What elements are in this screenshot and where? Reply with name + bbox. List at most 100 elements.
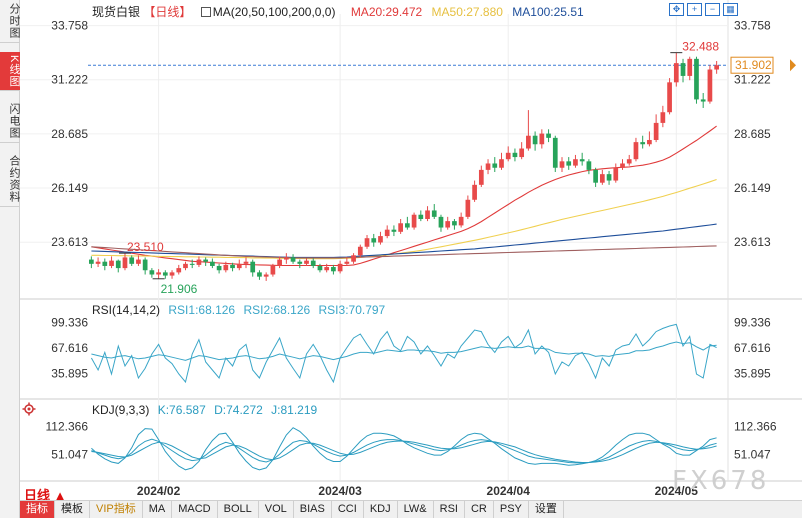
kdj-tick-right: 112.366	[734, 420, 777, 434]
ma-line-ma200	[91, 245, 717, 259]
candle-body	[438, 216, 444, 228]
indicator-tab-12[interactable]: CR	[465, 501, 494, 518]
candle-body	[599, 174, 605, 183]
indicator-tab-8[interactable]: CCI	[332, 501, 364, 518]
rsi3-value: RSI3:70.797	[318, 303, 386, 317]
zoom-out-icon[interactable]: −	[705, 3, 720, 16]
candle-body	[707, 69, 713, 102]
period-selector[interactable]: 日线 ▲	[24, 488, 67, 503]
indicator-tab-13[interactable]: PSY	[494, 501, 529, 518]
candle-body	[277, 259, 282, 266]
candle-body	[351, 255, 356, 262]
candle-body	[633, 142, 639, 160]
candle-body	[109, 260, 114, 266]
indicator-tab-5[interactable]: BOLL	[218, 501, 259, 518]
chart-toolbar: ✥ + − ▦	[669, 3, 738, 16]
kdj-legend: KDJ(9,3,3) K:76.587 D:74.272 J:81.219	[92, 403, 322, 417]
kdj-tick-left: 51.047	[51, 448, 88, 462]
rsi1-value: RSI1:68.126	[168, 303, 236, 317]
indicator-tab-0[interactable]: 指标	[20, 501, 55, 518]
indicator-tab-4[interactable]: MACD	[172, 501, 218, 518]
indicator-tab-9[interactable]: KDJ	[364, 501, 398, 518]
candle-body	[673, 63, 679, 83]
grid-icon[interactable]: ▦	[723, 3, 738, 16]
candle-body	[115, 260, 121, 269]
current-price-label: 31.902	[735, 58, 772, 72]
rsi-tick-right: 35.895	[734, 366, 771, 380]
ma-toggle-icon[interactable]	[200, 7, 211, 17]
candle-body	[452, 221, 457, 226]
left-tab-0[interactable]: 分时图	[0, 0, 20, 43]
candle-body	[156, 272, 161, 275]
candle-body	[196, 259, 202, 265]
candle-body	[680, 63, 686, 76]
kdj-name: KDJ(9,3,3)	[92, 403, 150, 417]
candle-body	[505, 152, 511, 160]
watermark: FX678	[672, 466, 770, 496]
candle-body	[579, 159, 585, 162]
price-tick-right: 31.222	[734, 73, 771, 87]
candle-body	[263, 274, 269, 277]
candle-body	[660, 112, 666, 123]
candle-body	[149, 270, 155, 275]
current-price-box	[730, 56, 774, 74]
candle-body	[95, 261, 101, 264]
gear-icon[interactable]	[22, 402, 36, 416]
indicator-tab-6[interactable]: VOL	[259, 501, 294, 518]
candle-body	[532, 135, 538, 145]
candle-body	[519, 148, 525, 158]
candle-body	[169, 272, 175, 276]
candle-body	[694, 58, 699, 100]
rsi-tick-right: 67.616	[734, 341, 771, 355]
candle-body	[283, 257, 289, 260]
price-tick-left: 26.149	[51, 181, 88, 195]
candle-body	[620, 163, 625, 168]
indicator-tab-3[interactable]: MA	[143, 501, 173, 518]
candle-body	[653, 122, 659, 140]
candle-body	[317, 265, 323, 271]
indicator-tab-7[interactable]: BIAS	[294, 501, 332, 518]
price-tick-left: 33.758	[51, 19, 88, 33]
candle-body	[546, 133, 551, 138]
candle-body	[290, 257, 296, 262]
indicator-tab-14[interactable]: 设置	[529, 501, 564, 518]
candle-body	[478, 169, 484, 185]
candle-body	[297, 261, 303, 264]
indicator-bar: 指标 模板 VIP指标 MA MACD BOLL VOL BIAS CCI KDJ LW& RSI CR…	[20, 500, 802, 518]
x-axis-label: 2024/03	[318, 484, 362, 498]
indicator-tab-1[interactable]: 模板	[55, 501, 90, 518]
candle-body	[324, 267, 330, 271]
indicator-tab-11[interactable]: RSI	[434, 501, 465, 518]
candle-body	[559, 161, 565, 168]
candle-body	[640, 142, 646, 145]
candle-body	[203, 259, 209, 262]
candle-body	[216, 265, 222, 271]
candle-body	[626, 159, 632, 164]
candle-body	[89, 259, 94, 264]
candle-body	[552, 137, 558, 168]
indicator-tab-2[interactable]: VIP指标	[90, 501, 143, 518]
candle-body	[411, 214, 417, 228]
candle-body	[573, 159, 578, 166]
price-tick-right: 28.685	[734, 127, 771, 141]
left-tab-3[interactable]: 合约资料	[0, 152, 20, 207]
zoom-in-icon[interactable]: +	[687, 3, 702, 16]
rsi-name: RSI(14,14,2)	[92, 303, 161, 317]
candle-body	[243, 261, 249, 264]
candle-body	[162, 272, 168, 276]
candle-body	[492, 163, 498, 168]
price-tick-left: 28.685	[51, 127, 88, 141]
left-tab-1[interactable]: K线图	[0, 52, 20, 92]
candle-body	[586, 161, 592, 170]
instrument-name: 现货白银	[92, 5, 141, 19]
candle-body	[458, 216, 464, 226]
period-tag: 【日线】	[143, 5, 192, 19]
candle-body	[236, 263, 242, 269]
price-tick-left: 23.613	[51, 235, 88, 249]
indicator-tab-10[interactable]: LW&	[398, 501, 434, 518]
move-icon[interactable]: ✥	[669, 3, 684, 16]
rsi-line-rsi1	[90, 323, 717, 384]
rsi2-value: RSI2:68.126	[243, 303, 311, 317]
candle-body	[270, 265, 276, 275]
left-tab-2[interactable]: 闪电图	[0, 100, 20, 143]
